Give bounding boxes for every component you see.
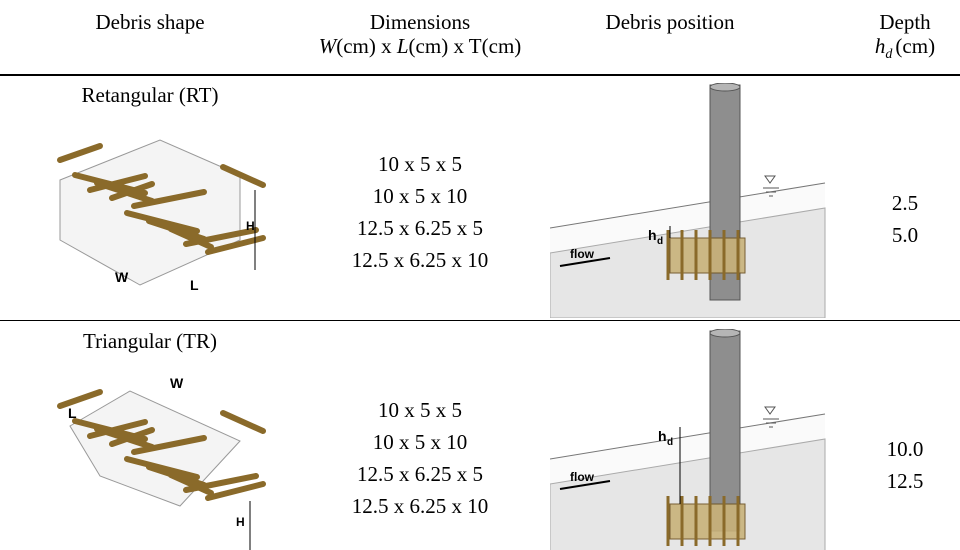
shape-name: Triangular (TR) bbox=[83, 329, 217, 353]
w-symbol: W bbox=[318, 34, 337, 58]
label-l: L bbox=[190, 277, 199, 293]
dimension: 10 x 5 x 10 bbox=[372, 184, 468, 208]
log bbox=[109, 427, 155, 447]
dimension: 10 x 5 x 5 bbox=[378, 398, 462, 422]
dimension: 12.5 x 6.25 x 5 bbox=[357, 462, 483, 486]
symbol: h bbox=[874, 34, 886, 58]
dimension: 12.5 x 6.25 x 10 bbox=[351, 248, 489, 272]
figure: flow h d bbox=[550, 83, 826, 318]
dimension: 10 x 5 x 10 bbox=[372, 430, 468, 454]
hd-subscript: d bbox=[657, 236, 663, 247]
l-symbol: L bbox=[396, 34, 409, 58]
label-h: H bbox=[246, 219, 255, 233]
log bbox=[205, 235, 266, 255]
figure: W L H bbox=[57, 375, 266, 550]
water-surface bbox=[550, 413, 826, 460]
log bbox=[57, 389, 103, 409]
mesh-box bbox=[59, 139, 241, 286]
pile-top bbox=[709, 329, 741, 338]
figure: W L H bbox=[57, 139, 266, 293]
depth: 12.5 bbox=[886, 469, 924, 493]
header-dimensions: Dimensions bbox=[369, 10, 471, 34]
log bbox=[124, 210, 200, 234]
hd-subscript: d bbox=[667, 437, 673, 448]
water-surface bbox=[550, 182, 826, 229]
text: (cm) x bbox=[336, 34, 397, 58]
log bbox=[87, 419, 148, 439]
log bbox=[87, 173, 148, 193]
label-w: W bbox=[115, 269, 129, 285]
unit: (cm) bbox=[895, 34, 936, 58]
hd-symbol: h bbox=[648, 227, 657, 243]
flow-label: flow bbox=[570, 470, 595, 484]
log bbox=[131, 435, 207, 455]
water-symbol bbox=[763, 406, 779, 428]
header-dimensions-units: W(cm) x L(cm) x T(cm) bbox=[280, 34, 560, 58]
header-depth-units: hd (cm) bbox=[850, 34, 960, 67]
header-depth: Depth bbox=[879, 10, 931, 34]
water-symbol bbox=[763, 175, 779, 197]
depth: 5.0 bbox=[891, 223, 919, 247]
subscript-text: d bbox=[885, 47, 893, 63]
label-h: H bbox=[236, 515, 245, 529]
log bbox=[220, 164, 266, 188]
log bbox=[183, 227, 259, 247]
flow-arrow bbox=[559, 257, 611, 267]
header-position: Debris position bbox=[605, 10, 735, 34]
shape-name: Retangular (RT) bbox=[81, 83, 219, 107]
hd-symbol: h bbox=[658, 428, 667, 444]
depth: 2.5 bbox=[891, 191, 919, 215]
log bbox=[131, 189, 207, 209]
dimension: 12.5 x 6.25 x 5 bbox=[357, 216, 483, 240]
header-shape: Debris shape bbox=[95, 10, 205, 34]
log bbox=[57, 143, 103, 163]
log bbox=[220, 410, 266, 434]
figure: flow h d bbox=[550, 329, 826, 550]
log bbox=[109, 181, 155, 201]
subscript: d bbox=[885, 47, 892, 62]
log bbox=[205, 481, 266, 501]
label-w: W bbox=[170, 375, 184, 391]
label-l: L bbox=[68, 405, 77, 421]
dimension: 12.5 x 6.25 x 10 bbox=[351, 494, 489, 518]
flow-arrow bbox=[559, 480, 611, 490]
pile-top bbox=[709, 83, 741, 92]
flow-label: flow bbox=[570, 247, 595, 261]
header-rule bbox=[0, 74, 960, 76]
log bbox=[183, 473, 259, 493]
text: (cm) x T(cm) bbox=[408, 34, 522, 58]
log bbox=[124, 456, 200, 480]
row-rule bbox=[0, 320, 960, 321]
depth: 10.0 bbox=[886, 437, 924, 461]
dimension: 10 x 5 x 5 bbox=[378, 152, 462, 176]
